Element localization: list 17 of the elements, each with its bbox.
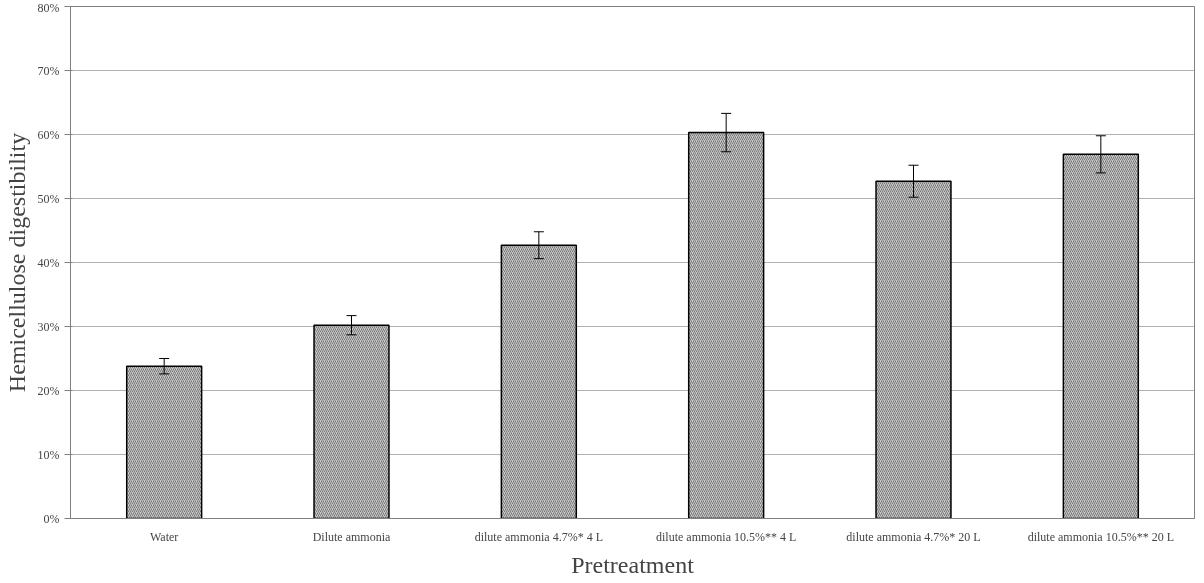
x-tick-label: Water (149, 529, 179, 544)
x-tick-label: dilute ammonia 4.7%* 20 L (846, 529, 981, 544)
x-axis-title: Pretreatment (571, 551, 695, 578)
x-tick-label: Dilute ammonia (312, 529, 391, 544)
y-tick-label: 70% (37, 63, 60, 78)
y-tick-label: 60% (37, 127, 60, 142)
y-tick-label: 30% (37, 319, 60, 334)
y-tick-label: 40% (37, 255, 60, 270)
y-tick-label: 80% (37, 0, 60, 15)
y-tick-label: 0% (43, 511, 60, 526)
y-tick-label: 50% (37, 191, 60, 206)
x-tick-label: dilute ammonia 10.5%** 20 L (1027, 529, 1174, 544)
y-axis-title: Hemicellulose digestibility (3, 132, 30, 393)
x-tick-label: dilute ammonia 4.7%* 4 L (474, 529, 603, 544)
y-tick-label: 10% (37, 447, 60, 462)
y-tick-label: 20% (37, 383, 60, 398)
x-tick-label: dilute ammonia 10.5%** 4 L (656, 529, 797, 544)
